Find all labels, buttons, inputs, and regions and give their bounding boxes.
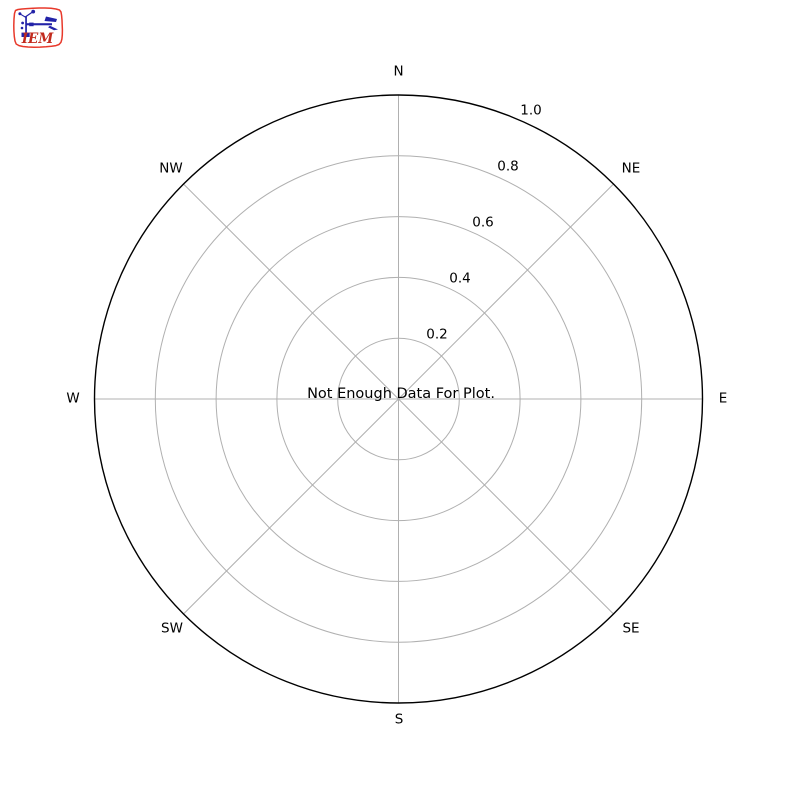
no-data-message: Not Enough Data For Plot. [307, 385, 495, 402]
angular-gridline-NW-SE [183, 183, 614, 615]
radial-tick-label-1-0: 1.0 [520, 102, 542, 119]
angular-tick-label-ne: NE [621, 160, 641, 177]
polar-outer-spine [93, 94, 704, 704]
iem-logo-svg: IEM [13, 7, 64, 48]
weather-instrument-icon [18, 9, 58, 37]
radial-tick-label-0-2: 0.2 [426, 325, 448, 342]
radial-tick-label-0-6: 0.6 [472, 213, 494, 230]
angular-gridlines [94, 95, 703, 703]
angular-tick-label-e: E [718, 390, 728, 407]
radial-tick-label-0-4: 0.4 [449, 269, 471, 286]
angular-tick-label-w: W [66, 390, 80, 407]
radial-tick-label-0-8: 0.8 [497, 157, 519, 174]
iowa-outline-icon [13, 7, 64, 48]
iem-wordmark: IEM [21, 31, 55, 47]
angular-tick-label-se: SE [622, 620, 640, 637]
angular-tick-label-sw: SW [161, 620, 183, 637]
angular-tick-label-s: S [394, 711, 404, 728]
angular-tick-label-nw: NW [159, 160, 183, 177]
angular-tick-label-n: N [393, 63, 404, 80]
iem-logo[interactable]: IEM [10, 4, 66, 52]
